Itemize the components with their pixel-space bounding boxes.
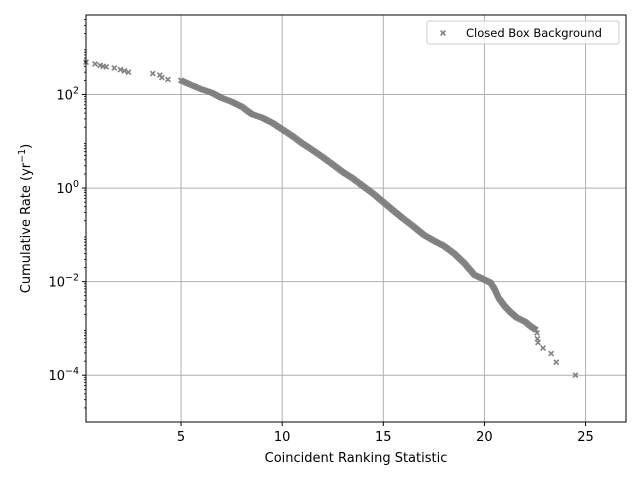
y-axis-label: Cumulative Rate (yr−1) [17, 144, 34, 293]
y-tick-label: 10−4 [48, 366, 79, 384]
y-axis-label-text: Cumulative Rate (yr [19, 162, 34, 293]
y-tick-label-base: 10 [56, 182, 73, 197]
legend: Closed Box Background [426, 20, 620, 45]
legend-box [426, 20, 620, 45]
data-point [534, 329, 540, 336]
data-point [111, 64, 118, 71]
legend-label: Closed Box Background [466, 26, 602, 40]
x-axis: 5 10 15 20 25 [177, 422, 594, 445]
x-tick-label: 20 [476, 430, 493, 445]
x-axis-label-text: Coincident Ranking Statistic [265, 451, 448, 466]
y-tick-label-exponent: −4 [65, 366, 79, 377]
data-point [149, 70, 156, 77]
y-tick-label-exponent: 2 [73, 85, 79, 96]
data-point [548, 350, 555, 357]
y-tick-label-base: 10 [48, 276, 65, 291]
y-axis-label-close: ) [19, 144, 34, 149]
x-tick-label: 25 [577, 430, 594, 445]
y-axis-label-exponent: −1 [17, 149, 28, 163]
x-tick-label: 5 [177, 430, 185, 445]
data-point [572, 372, 579, 379]
data-point [532, 326, 539, 333]
legend-marker-symbol [440, 30, 446, 36]
x-tick-label: 15 [375, 430, 392, 445]
data-point [125, 69, 132, 76]
data-point [121, 67, 128, 74]
data-point [117, 66, 124, 73]
y-tick-label-base: 10 [56, 88, 73, 103]
plot-frame [85, 14, 627, 423]
y-tick-label-exponent: 0 [73, 179, 79, 190]
grid [86, 15, 626, 422]
x-tick-label: 10 [274, 430, 291, 445]
y-tick-label-base: 10 [48, 369, 65, 384]
y-tick-label-exponent: −2 [65, 273, 79, 284]
data-point [103, 63, 110, 70]
y-tick-label: 102 [56, 85, 79, 103]
data-point [92, 60, 99, 67]
y-tick-label: 10−2 [48, 273, 79, 291]
y-tick-label: 100 [56, 179, 79, 197]
data-point [164, 76, 171, 83]
x-axis-label: Coincident Ranking Statistic [265, 451, 448, 466]
data-point [535, 339, 541, 346]
data-point [553, 359, 560, 366]
data-point [158, 74, 165, 81]
data-point [540, 345, 547, 352]
scatter-series [83, 59, 579, 379]
legend-marker [440, 30, 446, 36]
